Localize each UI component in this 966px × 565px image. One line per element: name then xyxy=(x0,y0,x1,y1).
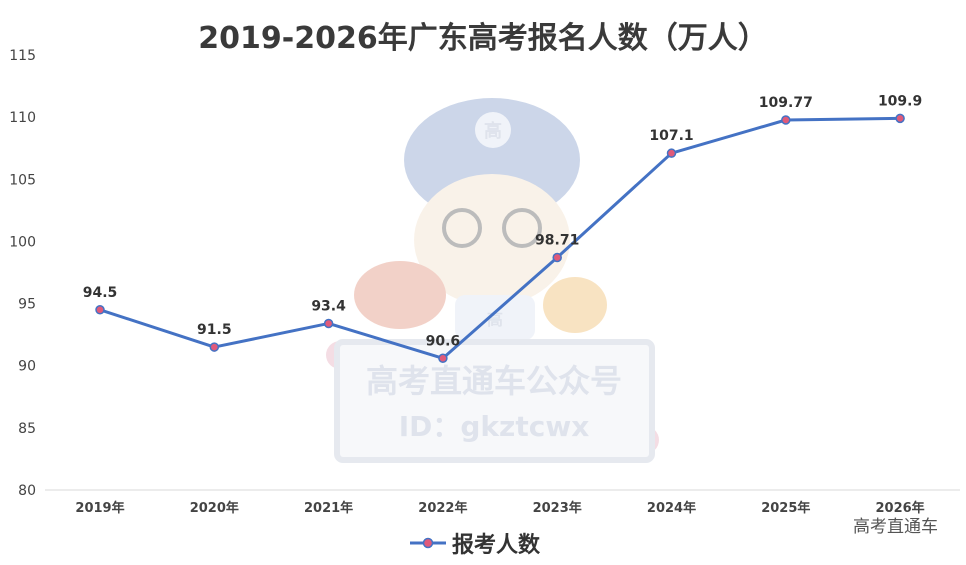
data-label: 93.4 xyxy=(311,298,346,314)
legend: 报考人数 xyxy=(410,532,541,558)
chart-title: 2019-2026年广东高考报名人数（万人） xyxy=(198,21,767,56)
data-label: 107.1 xyxy=(649,128,693,144)
mascot-orange-icon xyxy=(543,277,607,333)
x-axis-ticks: 2019年 2020年 2021年 2022年 2023年 2024年 2025年 2026年 xyxy=(75,500,924,516)
mascot-cap-badge-icon xyxy=(475,112,511,148)
y-tick-label: 100 xyxy=(9,234,36,250)
y-tick-label: 115 xyxy=(9,48,36,64)
mascot-cap-badge-text: 高 xyxy=(484,120,502,142)
data-point xyxy=(438,353,448,364)
watermark-line2: ID：gkztcwx xyxy=(399,410,590,443)
data-point xyxy=(209,342,220,352)
y-tick-label: 105 xyxy=(9,172,36,188)
x-tick-label: 2022年 xyxy=(418,500,467,516)
x-tick-label: 2023年 xyxy=(533,500,582,516)
x-tick-label: 2024年 xyxy=(647,500,696,516)
watermark-line1: 高考直通车公众号 xyxy=(366,362,622,400)
y-tick-label: 90 xyxy=(18,359,36,375)
x-tick-label: 2019年 xyxy=(75,500,124,516)
data-label: 109.9 xyxy=(878,93,922,109)
data-point xyxy=(666,148,677,158)
legend-label: 报考人数 xyxy=(452,532,541,558)
data-point xyxy=(552,252,562,263)
watermark: 高 高 高考直通车公众号 ID：gkztcwx xyxy=(326,98,659,463)
data-label: 90.6 xyxy=(426,333,461,349)
x-tick-label: 2021年 xyxy=(304,500,353,516)
y-tick-label: 95 xyxy=(18,297,36,313)
y-tick-label: 110 xyxy=(9,110,36,126)
data-point xyxy=(323,318,334,329)
y-tick-label: 85 xyxy=(18,421,36,437)
data-label: 91.5 xyxy=(197,322,232,338)
series-line xyxy=(99,116,901,360)
series-group xyxy=(95,113,905,364)
source-label: 高考直通车 xyxy=(853,517,938,537)
x-tick-label: 2026年 xyxy=(876,500,925,516)
data-point xyxy=(895,113,905,124)
x-tick-label: 2025年 xyxy=(761,500,810,516)
data-labels: 94.5 91.5 93.4 90.6 98.71 107.1 109.77 109.9 xyxy=(83,93,923,349)
data-point xyxy=(95,305,105,315)
mascot-right-eye-icon xyxy=(502,208,542,248)
mascot-fish-icon xyxy=(354,261,446,329)
mascot-cap-icon xyxy=(404,98,580,222)
mascot-left-eye-icon xyxy=(442,208,482,248)
flower-left-icon xyxy=(326,341,354,369)
legend-marker-icon xyxy=(422,537,434,549)
flower-right-icon xyxy=(631,426,659,454)
data-point xyxy=(781,115,791,125)
data-label: 94.5 xyxy=(83,285,118,301)
y-tick-label: 80 xyxy=(18,483,36,499)
x-tick-label: 2020年 xyxy=(190,500,239,516)
data-label: 109.77 xyxy=(759,95,813,111)
data-label: 98.71 xyxy=(535,232,579,248)
y-axis-ticks: 80 85 90 95 100 105 110 115 xyxy=(9,48,36,499)
mascot-face-icon xyxy=(414,174,570,306)
watermark-banner xyxy=(334,339,655,463)
